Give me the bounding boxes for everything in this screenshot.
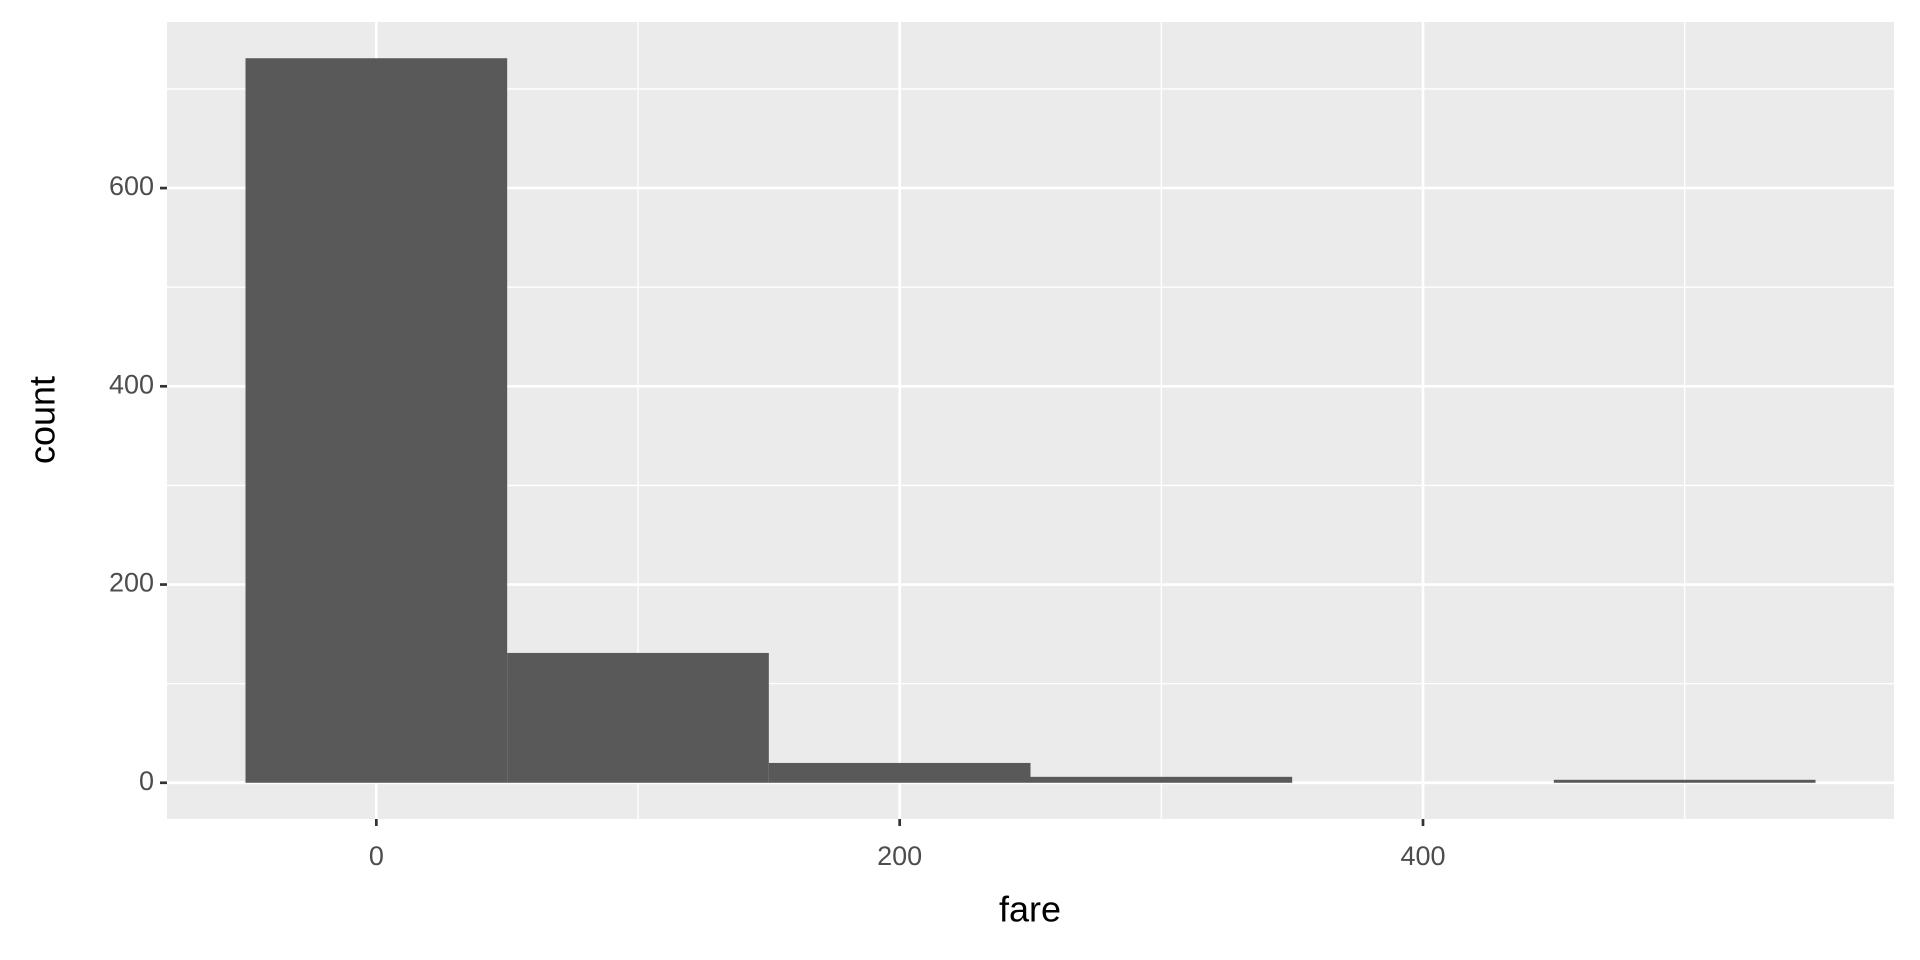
x-axis-title: fare [999, 889, 1061, 930]
x-tick-label: 400 [1400, 841, 1445, 871]
y-axis-title: count [22, 376, 63, 464]
y-tick-label: 0 [139, 766, 154, 796]
axes: 0 200 400 0 200 400 600 [109, 171, 1446, 871]
bar [507, 652, 769, 783]
y-tick-label: 400 [109, 369, 154, 399]
bar [1030, 776, 1293, 783]
bar [768, 762, 1031, 783]
x-tick-label: 200 [877, 841, 922, 871]
bars [245, 58, 1816, 783]
bar [1553, 779, 1816, 783]
y-tick-label: 200 [109, 568, 154, 598]
y-tick-label: 600 [109, 171, 154, 201]
x-tick-label: 0 [369, 841, 384, 871]
bar [245, 58, 508, 783]
